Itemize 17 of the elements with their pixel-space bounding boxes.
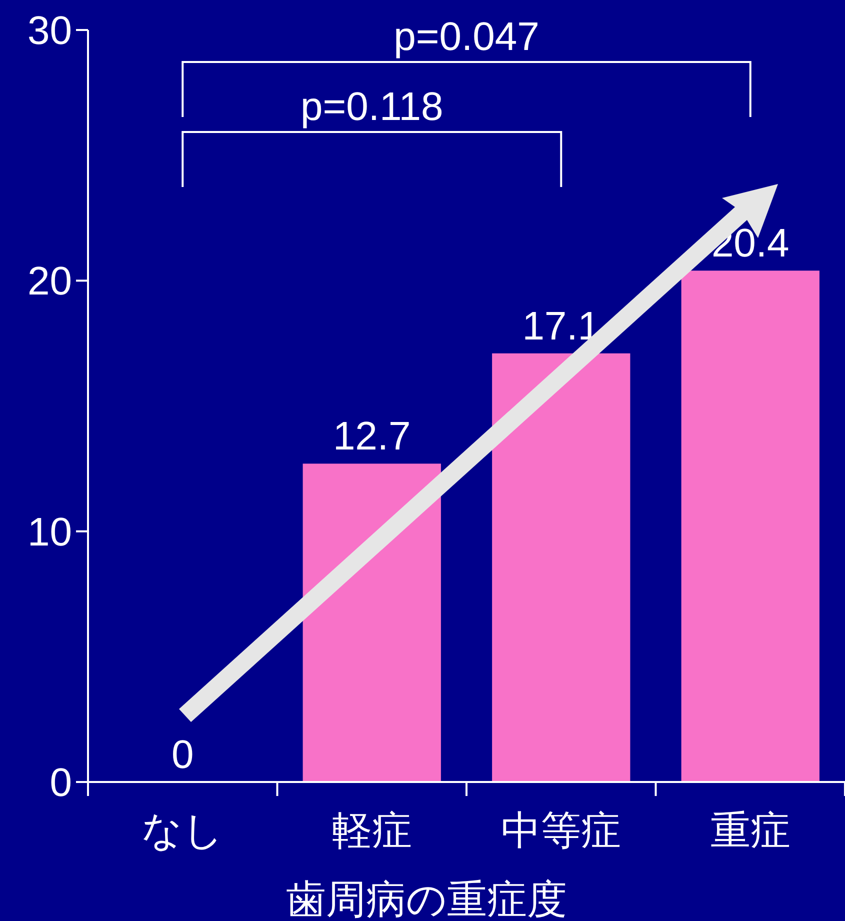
y-tick-label: 30 bbox=[28, 9, 72, 53]
x-axis-title: 歯周病の重症度 bbox=[286, 878, 567, 921]
data-label: 17.1 bbox=[522, 304, 600, 348]
bar bbox=[492, 353, 630, 782]
x-tick-label: なし bbox=[142, 809, 224, 853]
data-label: 12.7 bbox=[332, 414, 411, 459]
x-tick-label: 中等症 bbox=[501, 809, 622, 853]
x-tick-label: 軽症 bbox=[332, 809, 412, 853]
bar bbox=[302, 464, 441, 782]
bar bbox=[681, 270, 820, 782]
y-tick-label: 0 bbox=[50, 761, 72, 805]
y-tick-label: 10 bbox=[28, 510, 72, 554]
x-tick-label: 重症 bbox=[710, 809, 790, 853]
y-tick-label: 20 bbox=[28, 260, 72, 304]
data-label: 0 bbox=[172, 733, 194, 777]
annotation: p=0.118 bbox=[300, 85, 444, 129]
annotation: p=0.047 bbox=[394, 15, 540, 59]
